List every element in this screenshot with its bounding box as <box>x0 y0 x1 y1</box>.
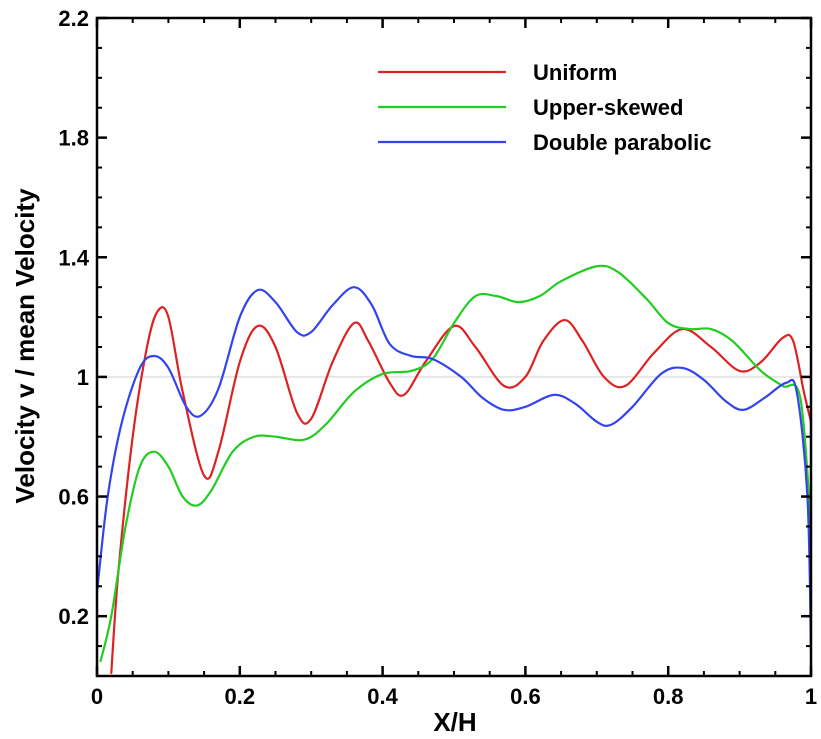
series-line-double-parabolic <box>97 286 811 654</box>
axes-frame <box>95 16 813 678</box>
legend-label-double-parabolic: Double parabolic <box>533 130 711 155</box>
y-tick-label: 2.2 <box>58 6 89 31</box>
ticks-layer: 0 0.2 0.4 0.6 0.8 1 0.2 0.6 1 1.4 1.8 2.2 <box>58 6 817 709</box>
legend-label-upper-skewed: Upper-skewed <box>533 95 683 120</box>
x-tick-label: 0.6 <box>510 684 541 709</box>
y-tick-label: 1.4 <box>58 245 89 270</box>
x-tick-label: 0.8 <box>653 684 684 709</box>
legend: Uniform Upper-skewed Double parabolic <box>378 60 711 155</box>
y-tick-label: 0.2 <box>58 604 89 629</box>
x-tick-label: 1 <box>805 684 817 709</box>
axes-layer <box>95 16 813 678</box>
y-axis-title: Velocity v / mean Velocity <box>10 188 40 504</box>
y-tick-label: 1.8 <box>58 126 89 151</box>
x-axis-title: X/H <box>433 707 476 737</box>
x-tick-label: 0 <box>91 684 103 709</box>
legend-label-uniform: Uniform <box>533 60 617 85</box>
x-tick-label: 0.4 <box>367 684 398 709</box>
series-layer <box>97 264 811 675</box>
y-tick-label: 1 <box>77 365 89 390</box>
y-tick-label: 0.6 <box>58 485 89 510</box>
series-line-uniform <box>110 306 811 675</box>
x-tick-label: 0.2 <box>225 684 256 709</box>
